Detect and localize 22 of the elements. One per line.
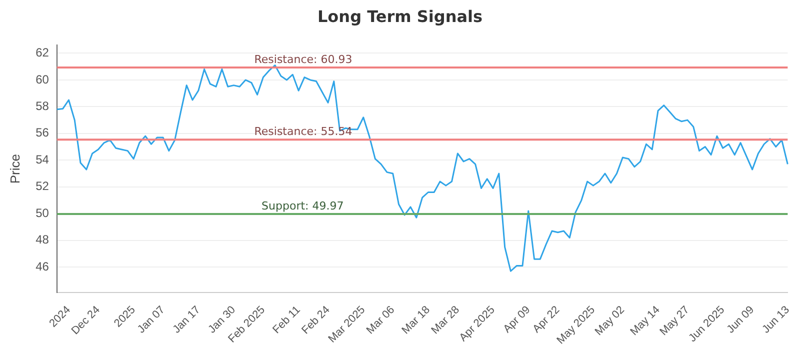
y-tick-label: 56 — [36, 126, 50, 140]
y-tick-label: 58 — [36, 99, 50, 114]
y-tick-label: 50 — [36, 206, 50, 220]
x-tick-label: Jun 13 — [760, 304, 792, 336]
chart-title: Long Term Signals — [316, 6, 484, 28]
ref-line-label: Support: 49.97 — [262, 199, 344, 212]
x-tick-label: Jan 17 — [170, 304, 203, 336]
y-tick-label: 60 — [36, 72, 50, 86]
x-tick-label: Jan 07 — [135, 304, 168, 336]
x-tick-label: Apr 09 — [501, 304, 533, 336]
x-tick-label: Jun 09 — [724, 304, 757, 336]
y-axis-title: Price — [7, 154, 22, 184]
ref-line-label: Resistance: 55.54 — [254, 124, 352, 138]
x-tick-label: Dec 24 — [69, 304, 102, 338]
x-tick-label: May 02 — [592, 304, 627, 338]
y-tick-label: 62 — [36, 46, 50, 60]
ref-line-label: Resistance: 60.93 — [254, 52, 352, 66]
x-tick-label: Mar 06 — [364, 304, 398, 337]
y-tick-label: 46 — [36, 259, 50, 274]
y-tick-label: 48 — [36, 232, 50, 247]
y-tick-label: 52 — [36, 179, 50, 194]
y-tick-label: 54 — [36, 152, 50, 166]
